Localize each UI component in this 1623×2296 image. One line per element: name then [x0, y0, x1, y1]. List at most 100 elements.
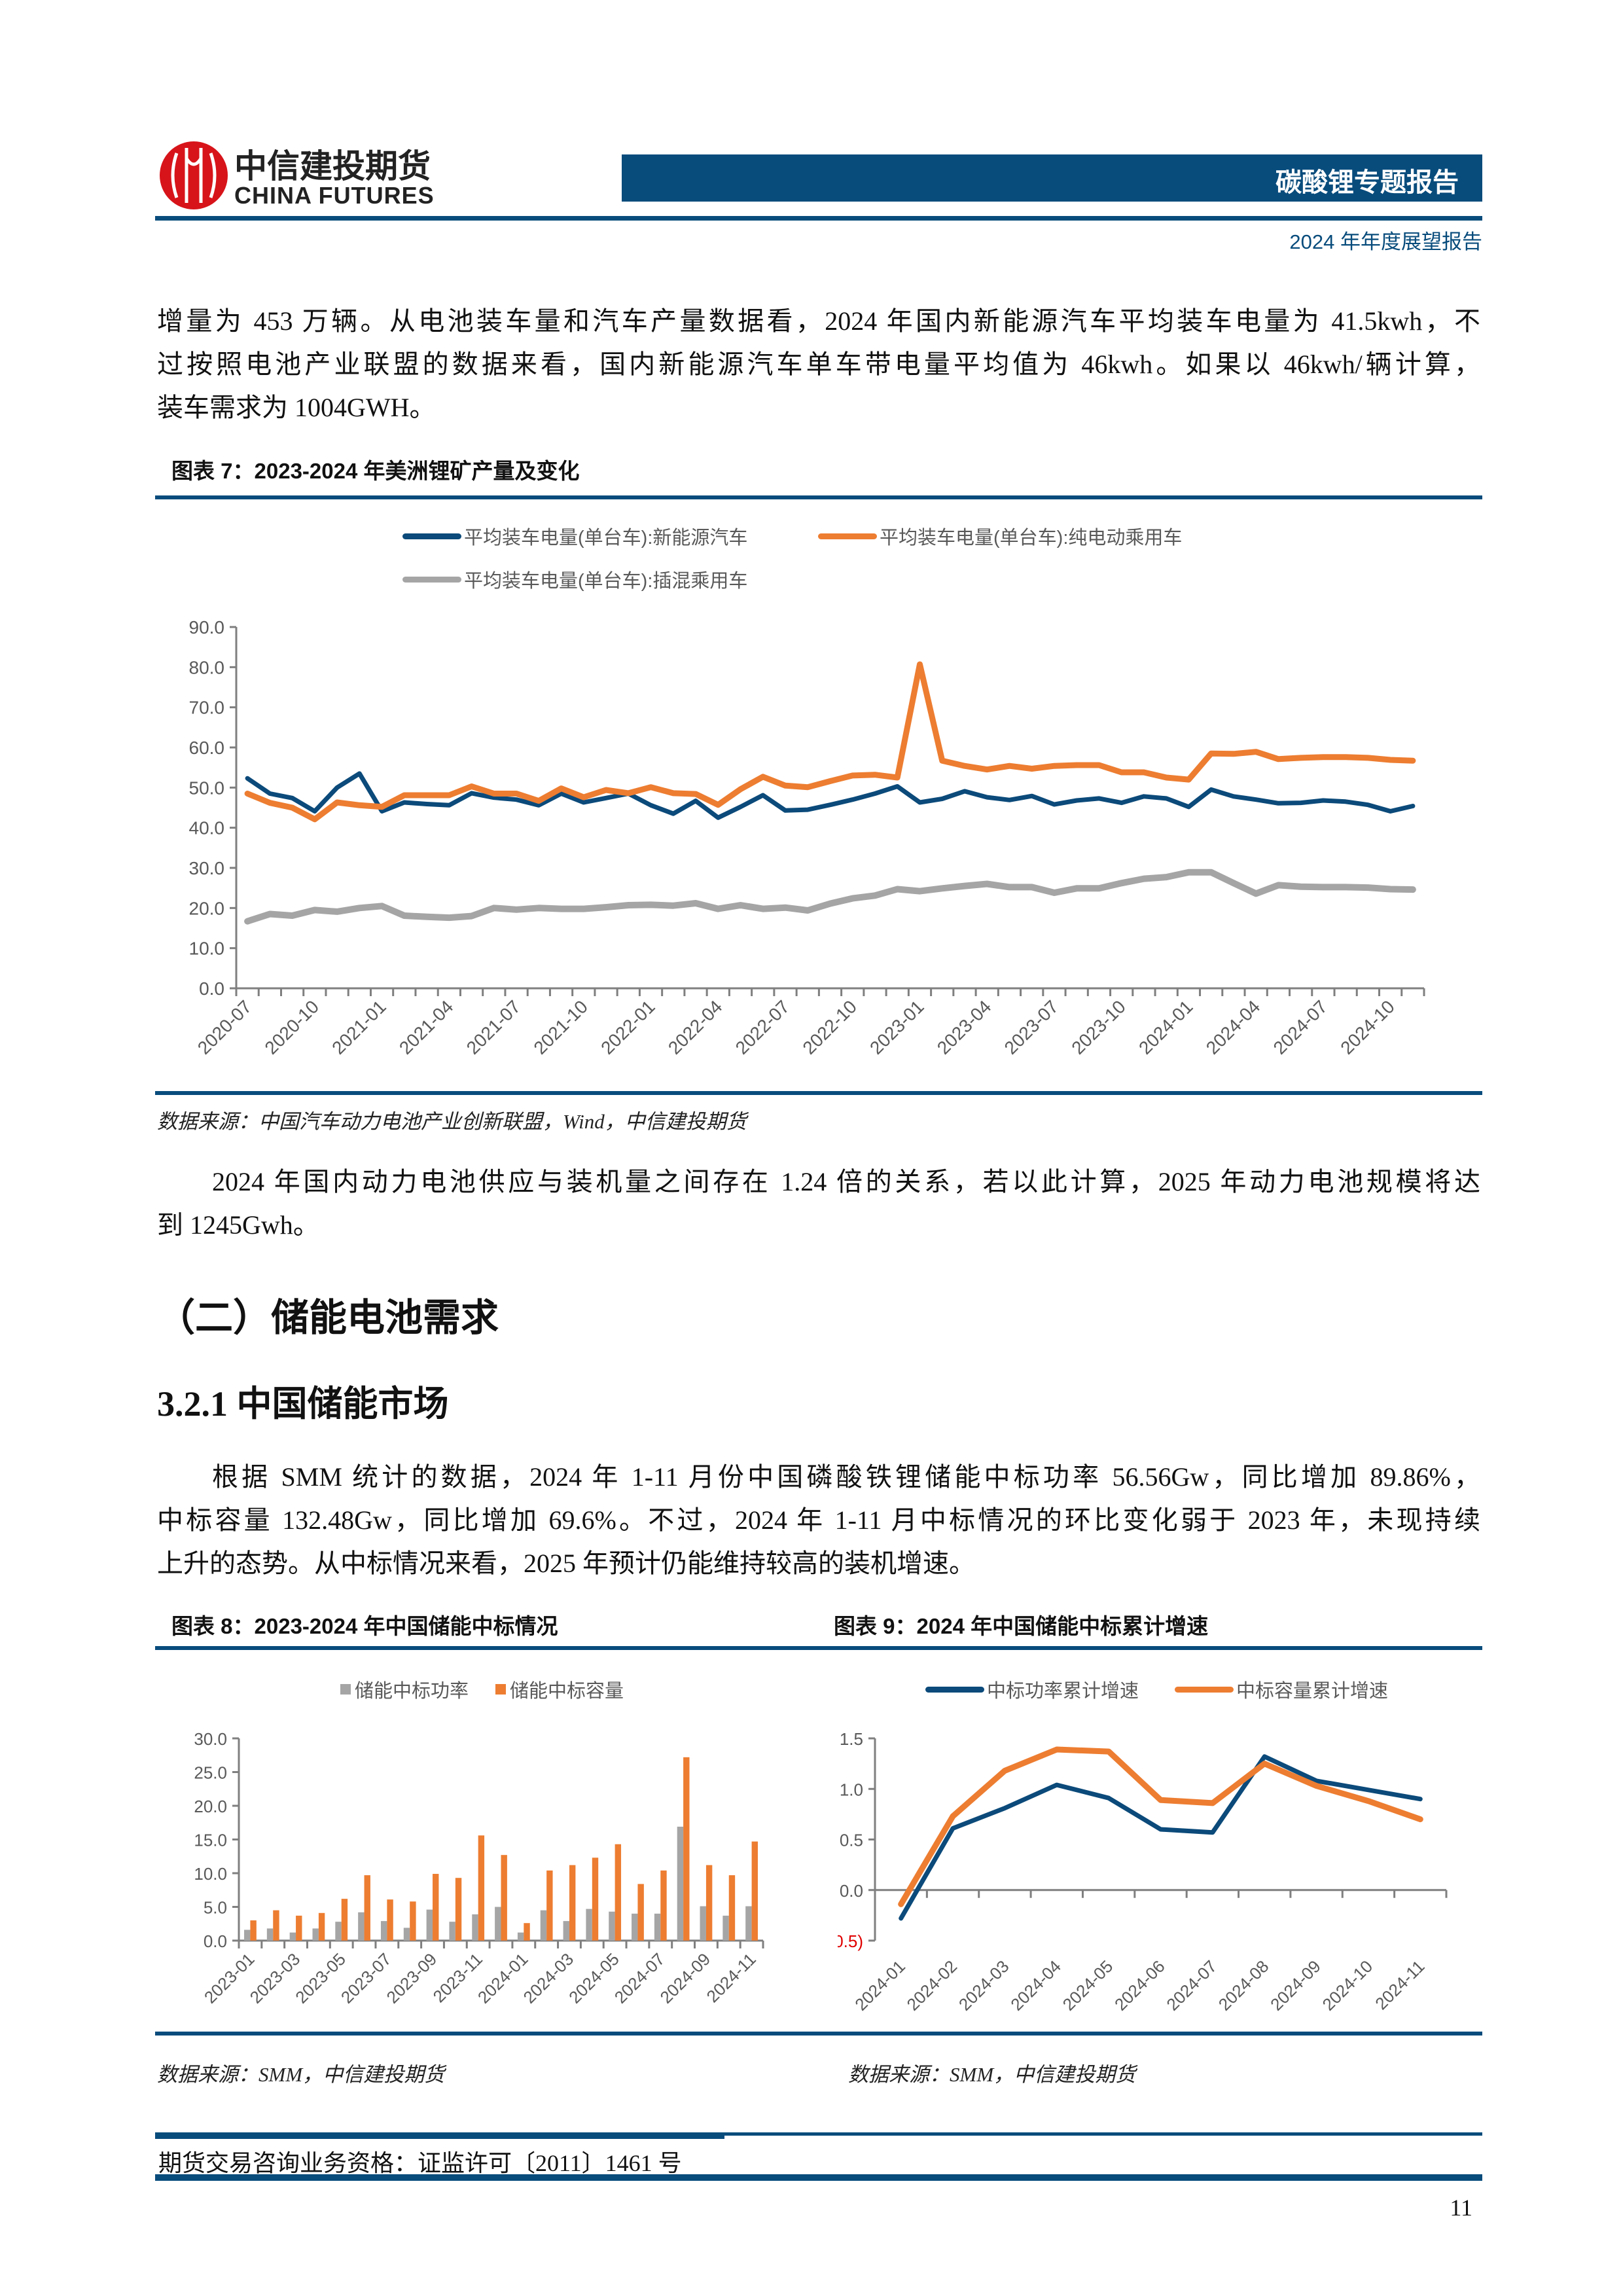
y-tick-label: 25.0 [194, 1763, 227, 1783]
x-tick-label: 2023-10 [1067, 996, 1130, 1058]
bar [517, 1932, 524, 1941]
bar [722, 1915, 729, 1941]
x-tick-label: 2023-07 [337, 1949, 395, 2007]
text-line: 装车需求为 1004GWH。 [157, 393, 436, 422]
logo-cn-text: 中信建投期货 [234, 148, 431, 185]
bar [700, 1906, 706, 1941]
text-line: 2024 年国内动力电池供应与装机量之间存在 1.24 倍的关系，若以此计算，2… [212, 1167, 1480, 1196]
bar [677, 1826, 684, 1941]
text-line: 到 1245Gwh。 [157, 1210, 319, 1240]
legend-label: 平均装车电量(单台车):新能源汽车 [464, 528, 748, 548]
chart-legend-item: 中标容量累计增速 [1175, 1676, 1388, 1703]
x-tick-label: 2022-01 [597, 996, 659, 1058]
figure-9-source: 数据来源：SMM，中信建投期货 [848, 2063, 1136, 2086]
y-tick-label: 20.0 [189, 898, 225, 918]
y-tick-label: 70.0 [189, 698, 225, 718]
series-line [245, 771, 1416, 820]
text-line: 上升的态势。从中标情况来看，2025 年预计仍能维持较高的装机增速。 [157, 1549, 975, 1578]
x-tick-label: 2024-05 [565, 1949, 623, 2007]
y-tick-label: 1.5 [840, 1729, 863, 1749]
x-tick-label: 2024-07 [1162, 1956, 1221, 2015]
legend-swatch [402, 533, 461, 539]
y-tick-label: 0.0 [840, 1881, 863, 1901]
y-tick-label: 15.0 [194, 1831, 227, 1850]
bar [745, 1906, 752, 1941]
x-tick-label: 2024-03 [520, 1949, 578, 2007]
y-tick-label: 90.0 [189, 617, 225, 637]
bar [569, 1865, 576, 1941]
report-type: 碳酸锂专题报告 [1275, 168, 1459, 197]
y-tick-label: 5.0 [204, 1898, 227, 1918]
report-subtitle: 2024 年年度展望报告 [1289, 230, 1482, 253]
footer-top-rule-accent [155, 2132, 724, 2139]
chart-legend-item: 储能中标容量 [495, 1676, 624, 1703]
x-tick-label: 2023-05 [291, 1949, 349, 2007]
x-tick-label: 2021-01 [328, 996, 390, 1058]
bar [495, 1907, 501, 1941]
bar [364, 1875, 370, 1941]
legend-label: 中标容量累计增速 [1236, 1681, 1389, 1702]
y-tick-label: 30.0 [189, 858, 225, 878]
bar [615, 1844, 622, 1941]
bar [289, 1932, 296, 1941]
legend-swatch [495, 1684, 506, 1695]
bar [478, 1835, 485, 1941]
y-tick-label: 40.0 [189, 818, 225, 838]
x-tick-label: 2023-01 [200, 1949, 259, 2007]
x-tick-label: 2023-07 [1001, 996, 1063, 1058]
bar [751, 1841, 758, 1941]
bar [586, 1909, 592, 1941]
bar [660, 1870, 667, 1941]
y-tick-label: 30.0 [194, 1729, 227, 1749]
bar [273, 1910, 279, 1941]
legend-label: 平均装车电量(单台车):纯电动乘用车 [880, 528, 1183, 548]
x-tick-label: 2020-07 [194, 996, 256, 1058]
text-line: 过按照电池产业联盟的数据来看，国内新能源汽车单车带电量平均值为 46kwh。如果… [157, 350, 1480, 379]
bar [380, 1921, 387, 1941]
bar [250, 1920, 257, 1941]
x-tick-label: 2024-05 [1059, 1956, 1117, 2015]
y-tick-label: 50.0 [189, 778, 225, 798]
chart-legend-item: 中标功率累计增速 [925, 1676, 1139, 1703]
bar [683, 1757, 690, 1941]
bar [266, 1928, 274, 1941]
legend-swatch [402, 576, 461, 583]
logo-emblem-icon [160, 141, 228, 209]
bar [592, 1857, 599, 1941]
y-tick-label: (0.5) [838, 1931, 863, 1951]
x-tick-label: 2021-10 [529, 996, 592, 1058]
y-tick-label: 80.0 [189, 657, 225, 677]
legend-swatch [925, 1686, 984, 1693]
figure-7-bottom-rule [155, 1091, 1482, 1095]
x-tick-label: 2024-04 [1007, 1956, 1065, 2015]
section-heading: （二）储能电池需求 [157, 1297, 499, 1339]
bar [609, 1911, 615, 1941]
x-tick-label: 2022-10 [798, 996, 861, 1058]
y-tick-label: 0.0 [199, 978, 224, 999]
series-line [899, 1754, 1423, 1921]
figure-8-title: 图表 8：2023-2024 年中国储能中标情况 [171, 1614, 558, 1638]
legend-label: 中标功率累计增速 [987, 1681, 1139, 1702]
paragraph-3: 根据 SMM 统计的数据，2024 年 1-11 月份中国磷酸铁锂储能中标功率 … [157, 1456, 1480, 1585]
x-tick-label: 2024-09 [1266, 1956, 1325, 2015]
bar [244, 1929, 251, 1941]
bar [410, 1901, 416, 1941]
text-line: 中标容量 132.48Gw，同比增加 69.6%。不过，2024 年 1-11 … [157, 1505, 1480, 1535]
bar [341, 1899, 348, 1941]
bar [312, 1928, 319, 1941]
paragraph-1: 增量为 453 万辆。从电池装车量和汽车产量数据看，2024 年国内新能源汽车平… [157, 300, 1480, 429]
legend-swatch [818, 533, 877, 539]
x-tick-label: 2024-07 [1270, 996, 1332, 1058]
bar [296, 1915, 302, 1941]
figure-8-source: 数据来源：SMM，中信建投期货 [157, 2063, 445, 2086]
x-tick-label: 2023-03 [246, 1949, 304, 2007]
x-tick-label: 2020-10 [261, 996, 323, 1058]
company-logo: 中信建投期货 CHINA FUTURES [157, 139, 445, 212]
chart-legend-item: 平均装车电量(单台车):新能源汽车 [402, 522, 747, 550]
bar [455, 1878, 462, 1941]
footer-license: 期货交易咨询业务资格：证监许可〔2011〕1461 号 [158, 2150, 682, 2176]
logo-en-text: CHINA FUTURES [234, 182, 435, 209]
footer-top-rule [155, 2132, 1482, 2136]
footer-bottom-rule [155, 2174, 1482, 2181]
x-tick-label: 2024-07 [611, 1949, 669, 2007]
